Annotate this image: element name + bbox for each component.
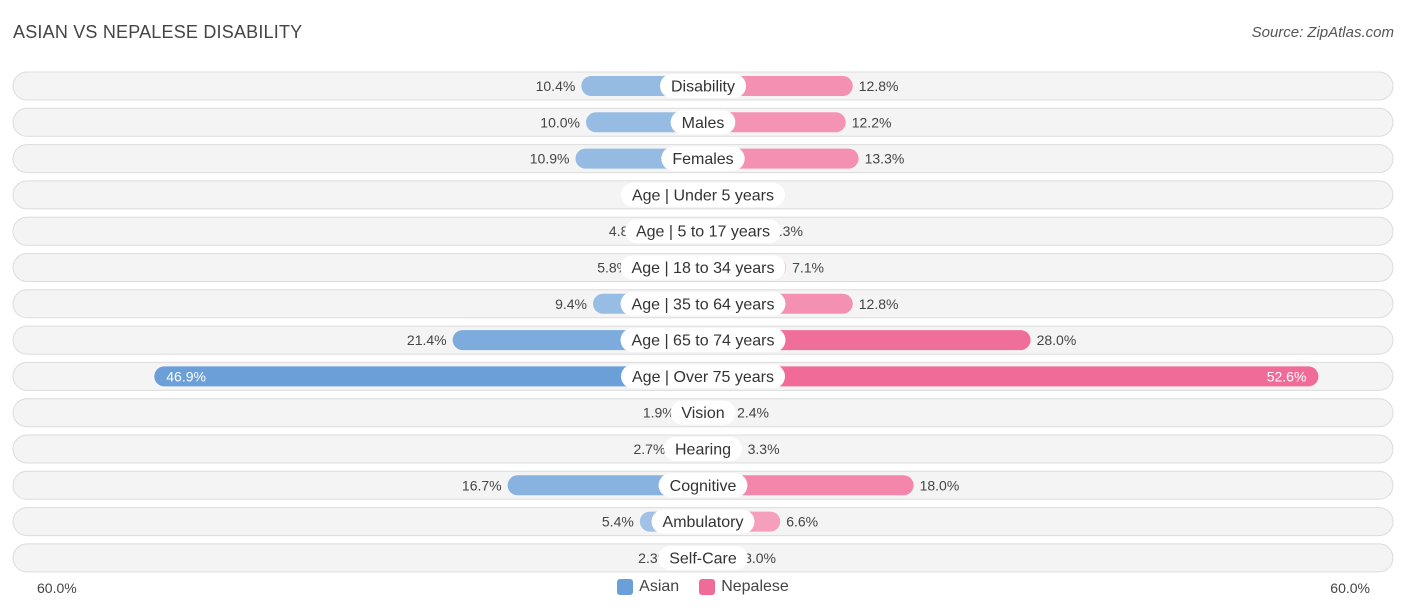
legend-item-nepalese[interactable]: Nepalese (699, 578, 789, 596)
value-label-asian: 2.7% (633, 441, 665, 457)
value-label-nepalese: 7.1% (792, 260, 824, 276)
category-pill (658, 545, 748, 570)
value-label-asian: 16.7% (462, 477, 502, 493)
legend-label-nepalese: Nepalese (721, 578, 789, 595)
legend: Asian Nepalese (0, 578, 1406, 596)
source-attribution: Source: ZipAtlas.com (1252, 24, 1394, 41)
category-pill (624, 219, 782, 244)
category-pill (651, 509, 755, 534)
category-label: Self-Care (669, 550, 737, 567)
chart-row: 2.3% 3.0%Self-Care (12, 543, 1394, 573)
value-label-asian: 46.9% (166, 368, 206, 384)
category-pill (621, 364, 785, 389)
chart-row: 46.9% 52.6% Age | Over 75 years (12, 361, 1394, 391)
category-pill (663, 437, 743, 461)
category-pill (670, 110, 736, 135)
value-label-asian: 21.4% (407, 332, 447, 348)
chart-row: 10.9% 13.3% Females (12, 144, 1394, 174)
chart-row: 5.8% 7.1% Age | 18 to 34 years (12, 253, 1394, 282)
legend-item-asian[interactable]: Asian (617, 578, 679, 596)
chart-title: ASIAN VS NEPALESE DISABILITY (13, 22, 303, 42)
chart-row: 21.4% 28.0% Age | 65 to 74 years (12, 325, 1394, 355)
bar-nepalese[interactable] (703, 475, 914, 496)
category-pill (658, 473, 748, 498)
value-label-nepalese: 3.0% (744, 550, 776, 566)
category-label: Age | Over 75 years (632, 369, 774, 386)
value-label-nepalese: 52.6% (1267, 368, 1307, 384)
axis-right-label: 60.0% (1330, 580, 1370, 596)
bar-nepalese[interactable] (703, 112, 846, 133)
value-label-asian: 5.8% (597, 260, 629, 276)
category-label: Age | Under 5 years (632, 187, 774, 204)
value-label-asian: 1.9% (643, 405, 675, 421)
chart-row: 4.8% 5.3%Age | 5 to 17 years (12, 216, 1394, 246)
value-label-nepalese: 12.8% (859, 78, 899, 94)
category-label: Age | 5 to 17 years (636, 224, 770, 241)
category-label: Females (672, 151, 733, 168)
category-pill (659, 74, 747, 98)
category-label: Age | 18 to 34 years (632, 260, 775, 277)
bar-asian[interactable] (507, 475, 703, 496)
chart-row: 10.4% 12.8% Disability (12, 71, 1394, 101)
value-label-nepalese: 3.3% (748, 441, 780, 457)
chart-row: 1.1%0.97%Age | Under 5 years (12, 180, 1394, 210)
category-pill (620, 291, 786, 316)
category-label: Vision (681, 405, 724, 422)
category-label: Hearing (675, 442, 731, 459)
category-label: Disability (671, 79, 735, 96)
value-label-nepalese: 13.3% (865, 151, 905, 167)
source-label: Source: (1251, 24, 1304, 41)
chart-row: 2.7% 3.3% Hearing (12, 434, 1394, 464)
value-label-nepalese: 28.0% (1037, 332, 1077, 348)
value-label-nepalese: 12.8% (859, 296, 899, 312)
category-pill (620, 182, 786, 207)
legend-swatch-nepalese (699, 579, 716, 595)
legend-label-asian: Asian (639, 578, 680, 595)
category-label: Age | 35 to 64 years (632, 296, 775, 313)
category-pill (670, 400, 736, 425)
value-label-asian: 10.0% (540, 114, 580, 130)
bar-nepalese[interactable] (703, 366, 1319, 387)
value-label-asian: 9.4% (555, 296, 587, 312)
source-value[interactable]: ZipAtlas.com (1307, 24, 1394, 41)
value-label-nepalese: 2.4% (737, 405, 769, 421)
category-pill (620, 255, 786, 280)
axis-left-label: 60.0% (37, 580, 77, 596)
value-label-asian: 5.4% (602, 514, 634, 530)
bar-asian[interactable] (154, 366, 703, 387)
category-pill (661, 146, 745, 171)
category-pill (620, 328, 786, 353)
value-label-nepalese: 12.2% (852, 114, 892, 130)
value-label-nepalese: 6.6% (786, 514, 818, 530)
category-label: Age | 65 to 74 years (632, 333, 775, 350)
value-label-nepalese: 18.0% (920, 477, 960, 493)
chart-row: 5.4% 6.6% Ambulatory (12, 507, 1394, 537)
chart-row: 16.7% 18.0% Cognitive (12, 470, 1394, 500)
chart-row: 10.0% 12.2% Males (12, 107, 1394, 137)
chart-row: 9.4% 12.8% Age | 35 to 64 years (12, 289, 1394, 319)
chart-row: 1.9% 2.4% Vision (12, 398, 1394, 428)
value-label-asian: 10.9% (530, 151, 570, 167)
category-label: Males (682, 115, 725, 132)
value-label-asian: 10.4% (536, 78, 576, 94)
bar-nepalese[interactable] (703, 330, 1031, 351)
category-label: Cognitive (670, 478, 737, 495)
category-label: Ambulatory (663, 514, 744, 531)
legend-swatch-asian (617, 579, 634, 595)
